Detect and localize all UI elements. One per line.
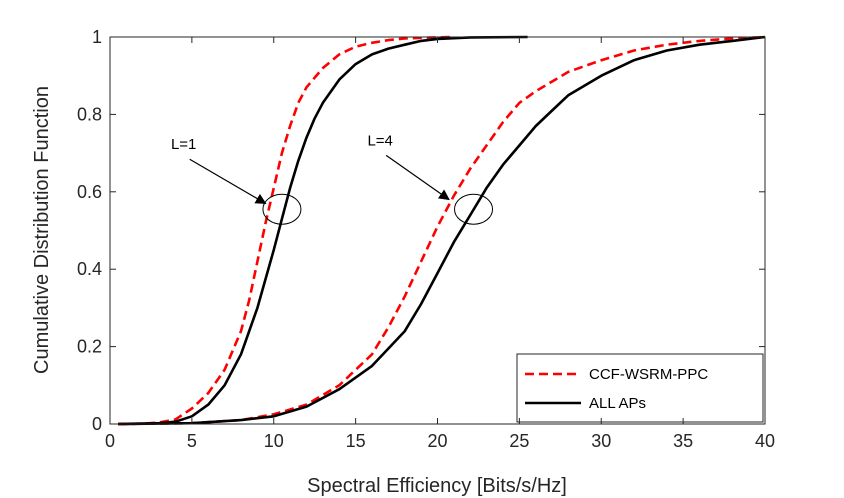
annotation-label: L=1 — [171, 136, 196, 153]
x-tick-label: 5 — [187, 431, 197, 451]
series-line-2 — [118, 35, 528, 426]
series-line-4 — [118, 35, 766, 426]
legend-label: ALL APs — [589, 395, 646, 412]
x-tick-label: 40 — [755, 431, 775, 451]
x-tick-label: 30 — [591, 431, 611, 451]
y-tick-label: 0.8 — [77, 104, 102, 124]
series-line-1 — [118, 35, 454, 426]
x-tick-label: 0 — [105, 431, 115, 451]
y-tick-label: 1 — [92, 27, 102, 47]
series-line-3 — [118, 35, 766, 426]
x-tick-label: 25 — [509, 431, 529, 451]
annotation-arrow-2 — [385, 154, 450, 201]
x-tick-label: 20 — [427, 431, 447, 451]
x-tick-label: 15 — [346, 431, 366, 451]
annotation-label: L=4 — [367, 132, 392, 149]
y-axis-label: Cumulative Distribution Function — [31, 86, 53, 374]
y-tick-label: 0.4 — [77, 259, 102, 279]
y-tick-label: 0.2 — [77, 337, 102, 357]
annotation-ellipse-2 — [454, 193, 494, 225]
annotation-ellipse-1 — [262, 193, 302, 225]
annotation-arrow-1 — [189, 158, 267, 204]
x-tick-label: 10 — [264, 431, 284, 451]
x-axis-label: Spectral Efficiency [Bits/s/Hz] — [307, 475, 567, 497]
legend-label: CCF-WSRM-PPC — [589, 366, 708, 383]
y-tick-label: 0.6 — [77, 182, 102, 202]
legend-box — [516, 353, 764, 423]
y-tick-label: 0 — [92, 414, 102, 434]
x-tick-label: 35 — [673, 431, 693, 451]
